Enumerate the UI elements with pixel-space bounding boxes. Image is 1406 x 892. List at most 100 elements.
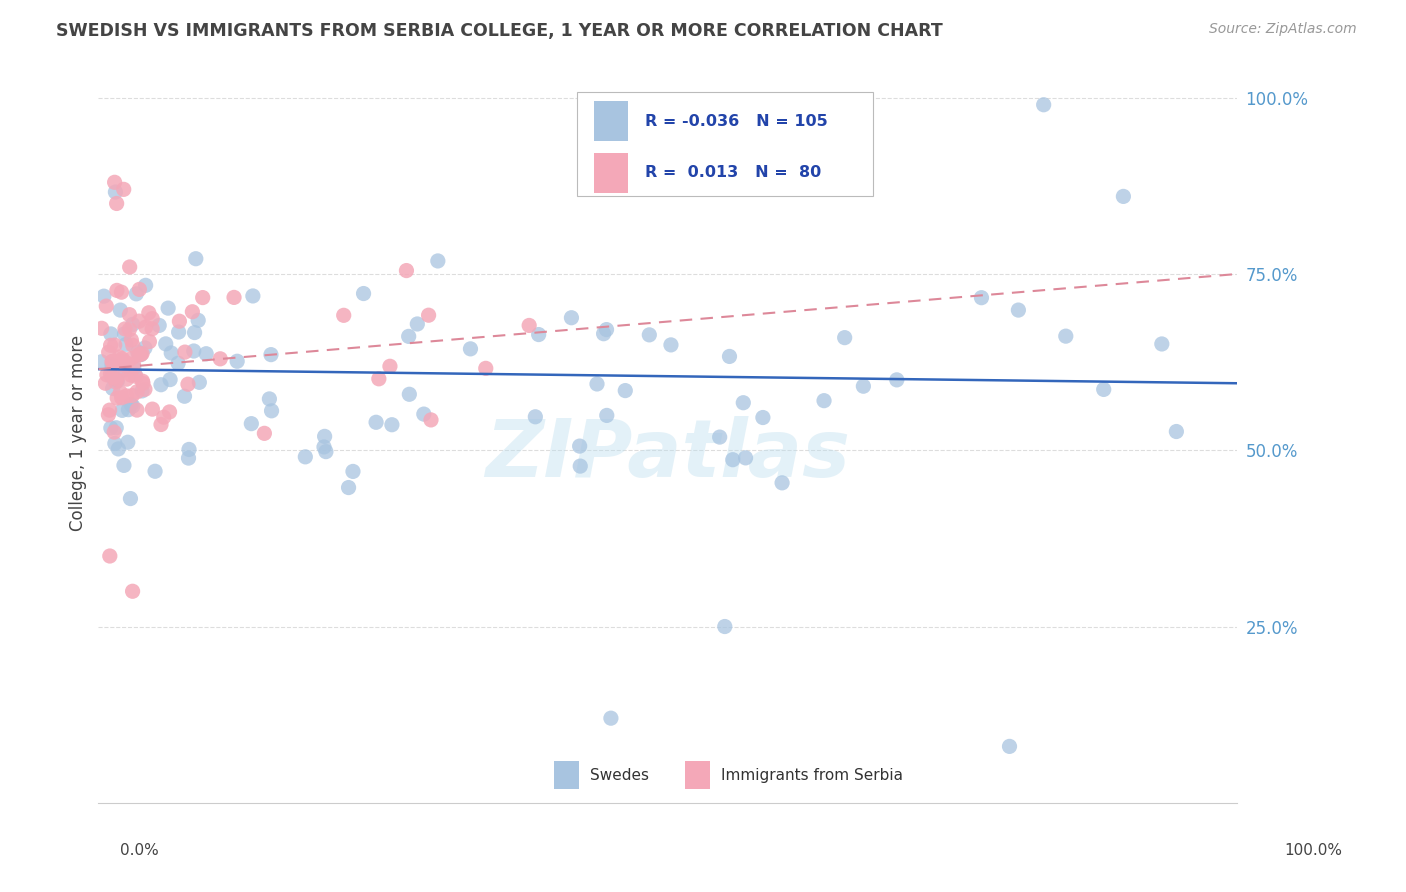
Point — [177, 442, 200, 457]
Point — [886, 373, 908, 387]
Point — [177, 451, 200, 466]
Point — [714, 619, 737, 633]
Point — [721, 452, 744, 467]
Point — [169, 314, 191, 328]
Point — [1054, 329, 1077, 343]
Point — [614, 384, 637, 398]
Text: SWEDISH VS IMMIGRANTS FROM SERBIA COLLEGE, 1 YEAR OR MORE CORRELATION CHART: SWEDISH VS IMMIGRANTS FROM SERBIA COLLEG… — [56, 22, 943, 40]
Point — [253, 426, 276, 441]
Point — [398, 387, 420, 401]
Point — [96, 368, 118, 382]
Point — [141, 311, 163, 326]
Point — [131, 374, 153, 388]
Point — [125, 384, 148, 399]
Point — [104, 375, 127, 389]
Point — [167, 356, 190, 370]
Point — [128, 282, 150, 296]
Point — [100, 421, 122, 435]
Point — [209, 351, 232, 366]
Point — [98, 403, 121, 417]
Point — [770, 475, 793, 490]
Point — [752, 410, 775, 425]
Point — [260, 404, 283, 418]
Point — [111, 391, 134, 405]
Point — [105, 421, 128, 435]
Point — [173, 389, 195, 403]
Point — [121, 318, 143, 332]
Point — [134, 382, 156, 396]
Point — [131, 384, 153, 398]
Point — [195, 347, 218, 361]
Point — [94, 376, 117, 391]
Point — [733, 395, 755, 409]
Point — [709, 430, 731, 444]
Point — [157, 301, 180, 315]
Text: R = -0.036   N = 105: R = -0.036 N = 105 — [645, 113, 828, 128]
Point — [332, 308, 354, 322]
Point — [177, 377, 200, 392]
Point — [125, 369, 148, 384]
Point — [121, 338, 143, 352]
Point — [114, 326, 136, 341]
Point — [90, 355, 112, 369]
Point — [108, 354, 131, 368]
Point — [1112, 189, 1135, 203]
Text: R =  0.013   N =  80: R = 0.013 N = 80 — [645, 165, 821, 180]
Point — [111, 351, 134, 366]
Point — [517, 318, 540, 333]
Point — [129, 347, 152, 361]
Point — [188, 376, 211, 390]
Point — [104, 185, 127, 199]
Point — [337, 481, 360, 495]
Point — [718, 350, 741, 364]
Point — [294, 450, 316, 464]
Point — [118, 322, 141, 336]
Text: ZIPatlas: ZIPatlas — [485, 416, 851, 494]
Point — [104, 436, 127, 450]
FancyBboxPatch shape — [593, 153, 628, 194]
Point — [592, 326, 614, 341]
Point — [398, 329, 420, 343]
Point — [460, 342, 482, 356]
Point — [138, 306, 160, 320]
Point — [120, 491, 142, 506]
Point — [159, 373, 181, 387]
Point — [222, 290, 245, 304]
Point — [118, 260, 141, 274]
Point — [125, 403, 148, 417]
Point — [90, 321, 112, 335]
Point — [115, 372, 138, 386]
Point — [638, 327, 661, 342]
FancyBboxPatch shape — [593, 101, 628, 142]
Point — [187, 313, 209, 327]
Point — [418, 308, 440, 322]
Point — [813, 393, 835, 408]
Point — [104, 175, 127, 189]
Point — [132, 376, 155, 391]
Point — [120, 398, 142, 412]
Point — [138, 334, 160, 349]
Y-axis label: College, 1 year or more: College, 1 year or more — [69, 334, 87, 531]
Point — [121, 584, 143, 599]
Point — [586, 376, 609, 391]
Point — [112, 359, 135, 373]
Point — [240, 417, 263, 431]
Point — [474, 361, 496, 376]
Point — [260, 348, 283, 362]
Point — [167, 325, 190, 339]
Point — [998, 739, 1021, 754]
Point — [315, 444, 337, 458]
Point — [259, 392, 281, 406]
Point — [852, 379, 875, 393]
Text: 0.0%: 0.0% — [120, 843, 159, 858]
Point — [108, 350, 131, 364]
Text: 100.0%: 100.0% — [1285, 843, 1343, 858]
Point — [127, 345, 149, 359]
Point — [595, 323, 617, 337]
Point — [101, 381, 124, 395]
Point — [114, 363, 136, 377]
Point — [121, 388, 143, 402]
Point — [101, 354, 124, 368]
Point — [124, 368, 146, 382]
Point — [970, 291, 993, 305]
